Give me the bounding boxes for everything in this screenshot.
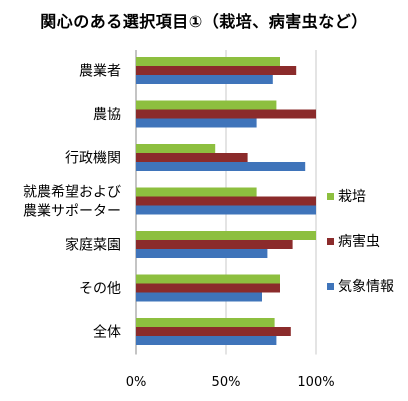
bar-groups [136,57,316,345]
bar-0-5 [136,274,280,284]
bar-2-2 [136,162,306,171]
bar-0-2 [136,144,216,153]
x-tick-label: 100% [297,375,334,390]
legend-label: 気象情報 [338,279,394,295]
x-tick-label: 0% [126,375,147,390]
bar-1-5 [136,283,280,293]
bar-2-3 [136,205,316,215]
bar-1-2 [136,153,248,162]
category-label: 全体 [93,324,121,341]
bar-2-5 [136,292,262,302]
category-label: 農協 [93,107,121,123]
bar-0-6 [136,318,275,327]
bar-2-6 [136,336,277,345]
bar-1-3 [136,196,316,206]
x-tick-labels: 0% 50% 100% [126,375,335,390]
bar-2-1 [136,118,257,128]
bar-0-0 [136,57,280,66]
category-label: その他 [79,281,121,297]
category-label: 就農希望および農業サポーター [23,185,121,220]
bar-1-4 [136,240,293,249]
bar-0-1 [136,100,277,110]
category-label: 農業者 [79,64,121,80]
chart-title: 関心のある選択項目①（栽培、病害虫など） [40,12,368,31]
legend-swatch [327,283,334,290]
bar-2-0 [136,75,273,84]
bar-1-1 [136,109,316,119]
bar-0-3 [136,187,257,197]
bar-1-6 [136,327,291,336]
legend-label: 病害虫 [338,234,380,250]
legend-swatch [327,238,334,245]
bar-2-4 [136,249,268,258]
x-tick-label: 50% [212,375,241,390]
category-label: 家庭菜園 [65,237,121,254]
bar-0-4 [136,231,316,240]
legend-label: 栽培 [338,189,366,205]
category-label: 行政機関 [65,151,121,167]
legend-swatch [327,193,334,200]
bar-1-0 [136,66,297,75]
